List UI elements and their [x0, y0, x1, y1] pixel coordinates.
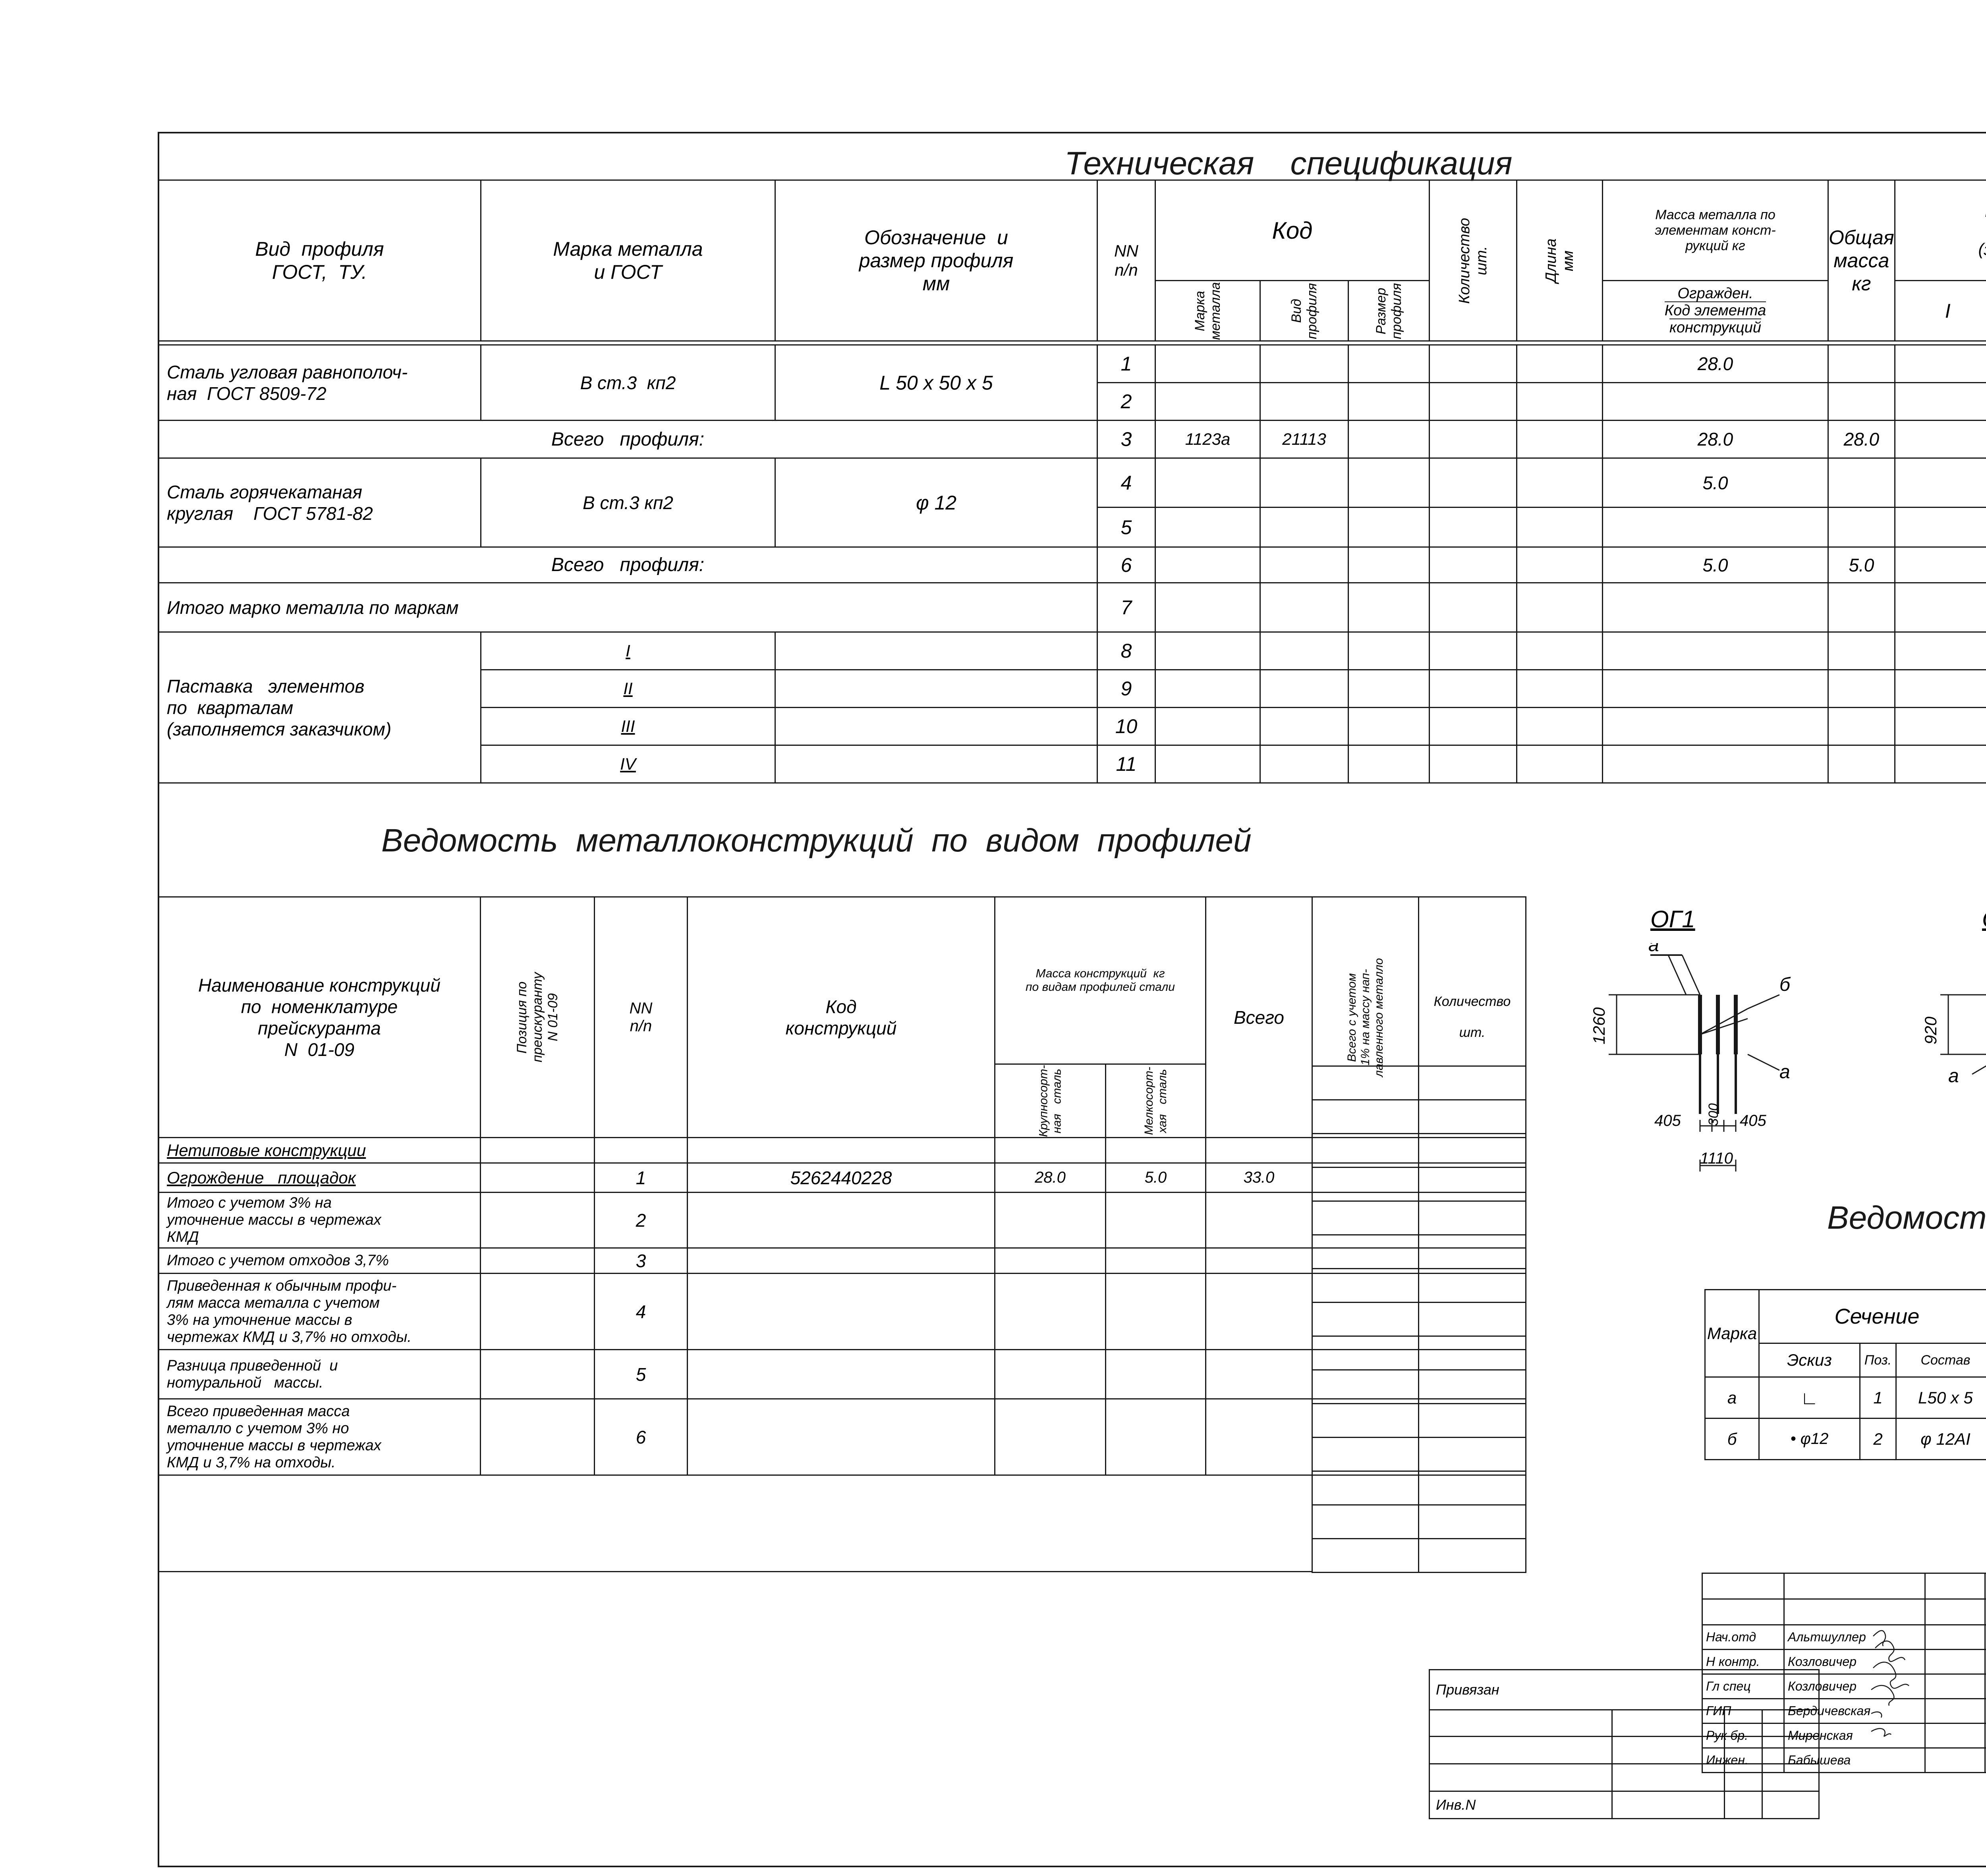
svg-text:a: a	[1779, 1062, 1790, 1083]
svg-text:1110: 1110	[1700, 1150, 1733, 1167]
svg-text:405: 405	[1654, 1112, 1681, 1129]
svg-text:a: a	[1948, 1065, 1959, 1087]
svg-text:405: 405	[1740, 1112, 1766, 1129]
svg-text:a: a	[1648, 943, 1659, 955]
svg-text:1260: 1260	[1590, 1007, 1608, 1044]
svg-text:300: 300	[1706, 1103, 1721, 1126]
svg-text:920: 920	[1921, 1016, 1940, 1044]
svg-text:б: б	[1779, 974, 1791, 995]
